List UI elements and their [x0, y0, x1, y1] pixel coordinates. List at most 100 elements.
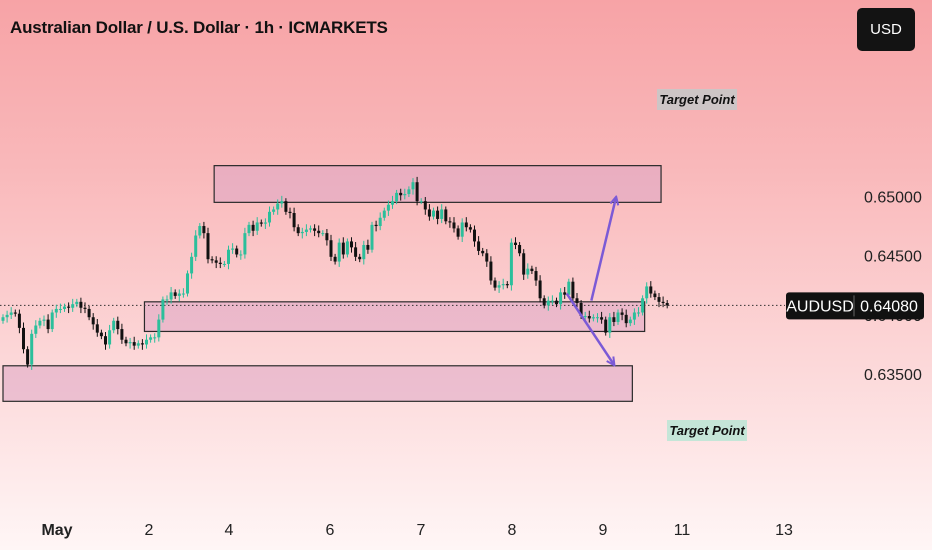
candle-body [436, 210, 440, 219]
x-tick-label: 9 [599, 522, 608, 539]
candle-body [255, 222, 259, 231]
candle-body [145, 339, 148, 345]
candle-body [350, 241, 353, 248]
candle-body [583, 316, 587, 318]
candle-body [214, 260, 218, 263]
candle-body [58, 308, 62, 310]
candle-body [75, 301, 79, 305]
candle-body [657, 297, 661, 302]
candle-body [341, 242, 345, 255]
candle-body [222, 263, 226, 265]
target-point-label: Target Point [659, 92, 735, 107]
candle-body [263, 222, 267, 224]
candle-body [30, 333, 34, 365]
candle-body [161, 299, 165, 320]
x-tick-label: 2 [145, 522, 154, 539]
candle-body [333, 256, 337, 262]
candle-body [140, 343, 144, 345]
candle-body [514, 242, 517, 245]
candle-body [280, 201, 284, 204]
candle-body [538, 280, 542, 299]
target-arrow [565, 292, 614, 365]
candle-body [50, 312, 54, 330]
candle-body [112, 320, 116, 331]
candle-body [329, 240, 333, 257]
candle-body [546, 300, 550, 306]
candle-body [309, 228, 312, 230]
candle-body [67, 306, 71, 308]
arrows-layer [565, 198, 616, 365]
candle-body [325, 233, 329, 241]
candle-body [243, 233, 247, 255]
candle-body [382, 210, 386, 218]
candle-body [91, 317, 95, 325]
candle-body [649, 286, 653, 294]
candle-body [124, 339, 128, 344]
candle-body [464, 222, 468, 228]
zone-box [213, 165, 662, 203]
candle-body [559, 292, 563, 305]
candle-body [149, 337, 153, 340]
candle-body [460, 222, 464, 237]
candle-body [612, 317, 616, 322]
candle-body [337, 242, 341, 262]
candle-body [448, 221, 452, 223]
candle-body [239, 254, 243, 256]
candle-body [632, 312, 636, 320]
candle-body [624, 314, 628, 324]
x-tick-label: 11 [674, 522, 691, 539]
candle-body [399, 192, 403, 196]
candle-body [136, 343, 140, 346]
candle-body [370, 224, 374, 250]
candle-body [26, 349, 30, 365]
candle-body [190, 256, 194, 274]
candle-body [493, 280, 497, 288]
candle-body [17, 313, 21, 328]
candle-body [128, 342, 132, 344]
candle-body [505, 284, 509, 286]
candle-body [218, 262, 222, 264]
candle-body [104, 336, 107, 345]
candle-body [9, 312, 13, 315]
candle-body [186, 273, 189, 294]
candle-body [173, 292, 177, 296]
y-tick-label: 0.63500 [864, 367, 922, 384]
candle-body [468, 227, 472, 230]
candle-body [628, 319, 632, 324]
candle-body [497, 285, 501, 288]
candle-body [321, 233, 325, 235]
candle-body [542, 298, 546, 306]
candle-body [5, 314, 9, 318]
candle-body [231, 248, 235, 250]
price-tag-bg [786, 292, 924, 320]
candle-body [427, 209, 431, 217]
candle-body [518, 244, 522, 254]
candle-body [374, 224, 378, 227]
candle-body [181, 293, 185, 295]
currency-button[interactable]: USD [857, 8, 915, 51]
candle-body [83, 307, 87, 309]
candle-body [509, 242, 513, 286]
candle-body [616, 312, 620, 322]
candle-body [317, 230, 321, 234]
candle-body [395, 192, 399, 202]
chart-title: Australian Dollar / U.S. Dollar · 1h · I… [10, 18, 388, 37]
candle-body [71, 304, 75, 308]
candle-body [227, 249, 230, 264]
candle-body [259, 222, 263, 224]
candle-body [116, 320, 120, 330]
candle-body [165, 299, 169, 301]
candle-body [596, 317, 599, 319]
x-tick-label: May [41, 522, 72, 539]
candle-body [407, 189, 411, 195]
candle-body [604, 319, 608, 333]
candle-body [177, 293, 181, 296]
candle-body [571, 281, 575, 299]
candle-body [251, 224, 255, 231]
candle-body [444, 209, 448, 222]
candle-body [587, 316, 591, 319]
candle-body [481, 250, 485, 254]
candle-body [194, 235, 198, 257]
candle-body [534, 271, 538, 281]
